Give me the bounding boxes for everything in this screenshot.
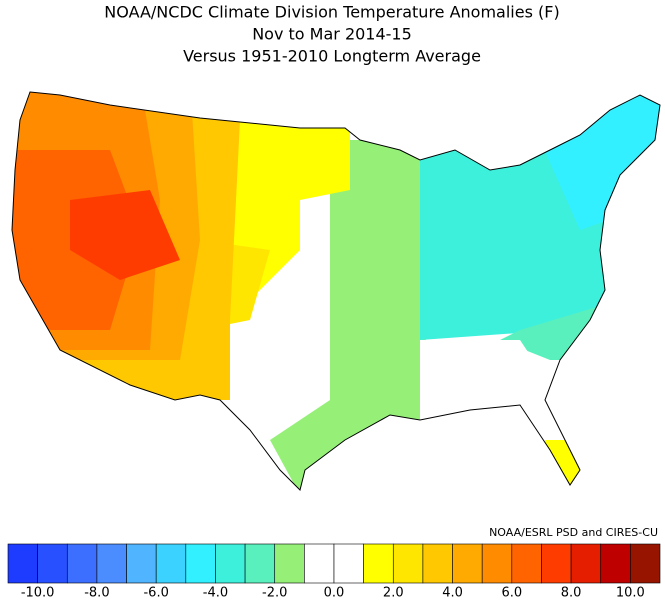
colorbar: -10.0 -8.0 -6.0 -4.0 -2.0 0.0 2.0 4.0 6.0 8.0 10.0 [7, 543, 661, 600]
color-box [37, 543, 68, 584]
colorbar-label: -2.0 [262, 586, 287, 600]
credit: NOAA/ESRL PSD and CIRES-CU [489, 526, 658, 539]
color-box [363, 543, 394, 584]
colorbar-label: 4.0 [442, 586, 463, 600]
color-box [333, 543, 364, 584]
color-box [155, 543, 187, 584]
color-box [422, 543, 453, 584]
colorbar-label: 6.0 [501, 586, 522, 600]
subtitle: Nov to Mar 2014-15 [252, 25, 412, 44]
color-box [481, 543, 513, 584]
us-outline [11, 91, 661, 491]
color-box [630, 543, 661, 584]
color-box [600, 543, 631, 584]
color-box [452, 543, 483, 584]
colorbar-label: 0.0 [324, 586, 345, 600]
color-box [511, 543, 542, 584]
color-box [392, 543, 424, 584]
color-box [66, 543, 98, 584]
colorbar-label: -6.0 [143, 586, 168, 600]
colorbar-label: 8.0 [561, 586, 582, 600]
colorbar-label: 2.0 [383, 586, 404, 600]
title: NOAA/NCDC Climate Division Temperature A… [104, 3, 559, 22]
color-box [274, 543, 305, 584]
color-box [126, 543, 157, 584]
region [70, 190, 180, 280]
color-box [185, 543, 216, 584]
color-box [96, 543, 127, 584]
color-box [541, 543, 572, 584]
colorbar-label: -4.0 [203, 586, 228, 600]
region [545, 440, 590, 490]
colorbar-label: -8.0 [84, 586, 109, 600]
color-box [570, 543, 602, 584]
color-box [215, 543, 246, 584]
colorbar-label: 10.0 [616, 586, 645, 600]
colorbar-label: -10.0 [21, 586, 55, 600]
region [270, 140, 430, 490]
color-box [244, 543, 276, 584]
color-box [304, 543, 335, 584]
map [12, 92, 660, 490]
color-box [7, 543, 38, 584]
note: Versus 1951-2010 Longterm Average [183, 47, 481, 66]
